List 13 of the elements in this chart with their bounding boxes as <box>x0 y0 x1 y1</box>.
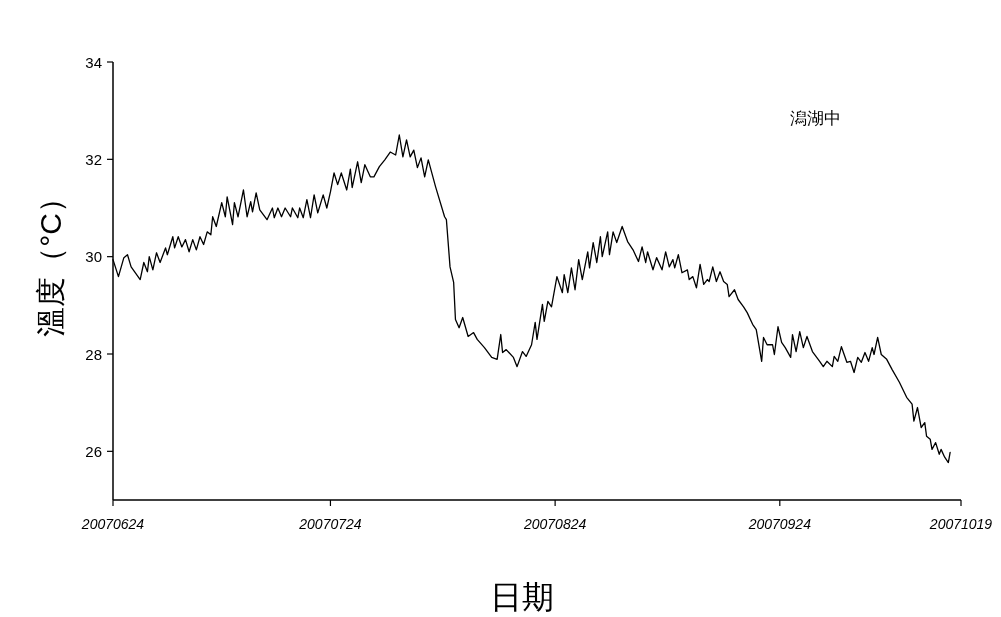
annotation: 潟湖中 <box>789 109 841 128</box>
xtick: 20070824 <box>523 516 587 532</box>
ytick: 34 <box>85 53 102 71</box>
ytick: 26 <box>85 442 102 460</box>
xlabel: 日期 <box>490 579 554 615</box>
ytick: 32 <box>85 150 102 168</box>
xtick: 20070924 <box>748 516 811 532</box>
xtick: 20070624 <box>81 516 145 532</box>
xtick: 20071019 <box>929 516 993 532</box>
ytick: 28 <box>85 345 102 363</box>
ytick: 30 <box>85 248 102 266</box>
xtick: 20070724 <box>299 516 362 532</box>
ylabel: 溫度（°C） <box>33 183 67 337</box>
